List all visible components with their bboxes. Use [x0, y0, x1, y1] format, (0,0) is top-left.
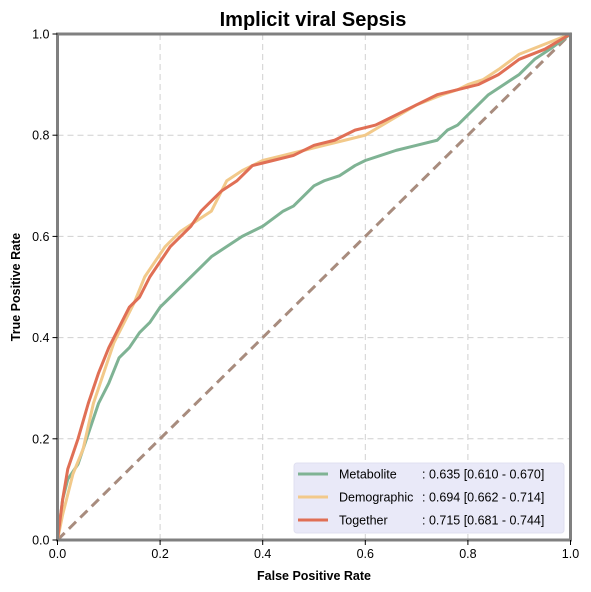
plot-frame: [56, 32, 572, 542]
series-line-together: [56, 32, 572, 542]
diagonal-reference: [56, 32, 572, 542]
legend: Metabolite : 0.635 [0.610 - 0.670] Demogra…: [293, 462, 565, 534]
legend-series-name: Together: [339, 514, 388, 528]
axis-ticks: 0.0 0.2 0.4 0.6 0.8 1.0 0.0 0.2 0.4 0.6 0.8 1.0: [32, 28, 579, 562]
y-tick-label: 0.8: [32, 129, 49, 143]
x-tick-label: 0.2: [151, 547, 168, 561]
y-axis-label: True Positive Rate: [9, 233, 23, 341]
y-tick-label: 0.2: [32, 432, 49, 446]
y-tick-label: 0.6: [32, 230, 49, 244]
series-line-metabolite: [56, 32, 572, 542]
grid: [57, 34, 571, 540]
series-lines: [56, 32, 572, 542]
y-tick-label: 0.0: [32, 534, 49, 548]
y-tick-label: 1.0: [32, 28, 49, 42]
x-tick-label: 1.0: [562, 547, 579, 561]
x-tick-label: 0.6: [357, 547, 374, 561]
legend-auc-value: : 0.694 [0.662 - 0.714]: [422, 491, 544, 505]
legend-auc-value: : 0.715 [0.681 - 0.744]: [422, 514, 544, 528]
x-tick-label: 0.4: [254, 547, 271, 561]
chance-line: [56, 32, 572, 542]
y-tick-label: 0.4: [32, 331, 49, 345]
x-tick-label: 0.8: [459, 547, 476, 561]
legend-series-name: Demographic: [339, 491, 413, 505]
chart-title: Implicit viral Sepsis: [220, 9, 407, 31]
x-tick-label: 0.0: [49, 547, 66, 561]
legend-auc-value: : 0.635 [0.610 - 0.670]: [422, 468, 544, 482]
legend-series-name: Metabolite: [339, 468, 397, 482]
legend-box: [293, 462, 565, 534]
x-axis-label: False Positive Rate: [257, 569, 371, 583]
